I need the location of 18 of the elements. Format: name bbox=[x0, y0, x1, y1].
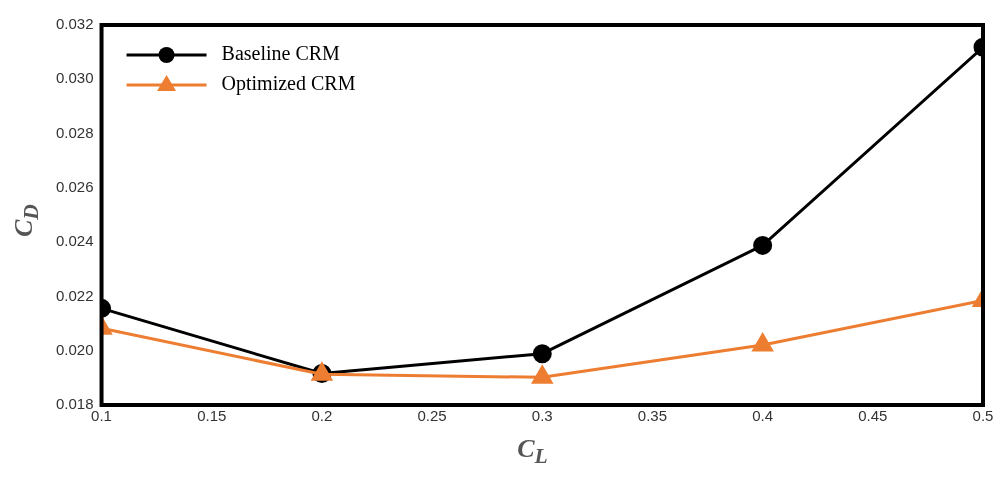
y-tick-label: 0.028 bbox=[55, 123, 94, 141]
x-tick-label: 0.4 bbox=[752, 407, 774, 425]
y-tick-label: 0.026 bbox=[55, 178, 94, 195]
x-tick-label: 0.25 bbox=[417, 407, 447, 425]
x-tick-label: 0.5 bbox=[972, 407, 994, 425]
y-tick-label: 0.020 bbox=[55, 340, 94, 358]
y-tick-label: 0.024 bbox=[55, 232, 94, 250]
x-tick-label: 0.3 bbox=[531, 407, 553, 425]
x-tick-label: 0.15 bbox=[197, 407, 227, 425]
x-axis-title: C$_{L}$ bbox=[516, 433, 549, 469]
x-tick-label: 0.2 bbox=[311, 407, 333, 425]
legend-label: Optimized CRM bbox=[221, 72, 356, 96]
y-tick-label: 0.032 bbox=[55, 15, 94, 33]
legend-label: Baseline CRM bbox=[221, 42, 341, 65]
x-tick-label: 0.45 bbox=[858, 407, 888, 425]
y-tick-label: 0.022 bbox=[55, 286, 94, 304]
y-tick-label: 0.030 bbox=[55, 69, 94, 87]
x-tick-label: 0.35 bbox=[637, 407, 668, 425]
